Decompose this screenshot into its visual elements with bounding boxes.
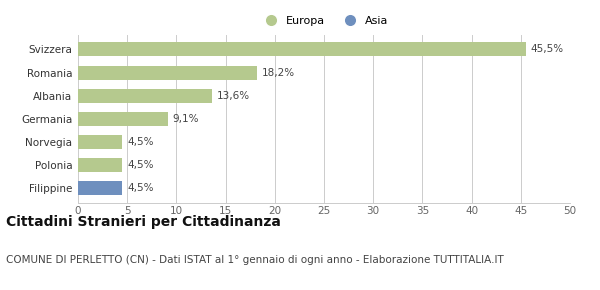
Text: 4,5%: 4,5% bbox=[127, 137, 154, 147]
Text: Cittadini Stranieri per Cittadinanza: Cittadini Stranieri per Cittadinanza bbox=[6, 215, 281, 229]
Bar bbox=[78, 158, 122, 172]
Bar bbox=[78, 112, 167, 126]
Text: 18,2%: 18,2% bbox=[262, 68, 295, 77]
Text: COMUNE DI PERLETTO (CN) - Dati ISTAT al 1° gennaio di ogni anno - Elaborazione T: COMUNE DI PERLETTO (CN) - Dati ISTAT al … bbox=[6, 255, 504, 265]
Text: 13,6%: 13,6% bbox=[217, 91, 250, 101]
Bar bbox=[78, 135, 122, 149]
Bar bbox=[78, 89, 212, 103]
Text: 9,1%: 9,1% bbox=[172, 114, 199, 124]
Legend: Europa, Asia: Europa, Asia bbox=[259, 16, 389, 26]
Bar bbox=[78, 66, 257, 79]
Text: 4,5%: 4,5% bbox=[127, 160, 154, 170]
Bar bbox=[78, 42, 526, 56]
Text: 4,5%: 4,5% bbox=[127, 183, 154, 193]
Text: 45,5%: 45,5% bbox=[530, 44, 564, 55]
Bar bbox=[78, 182, 122, 195]
